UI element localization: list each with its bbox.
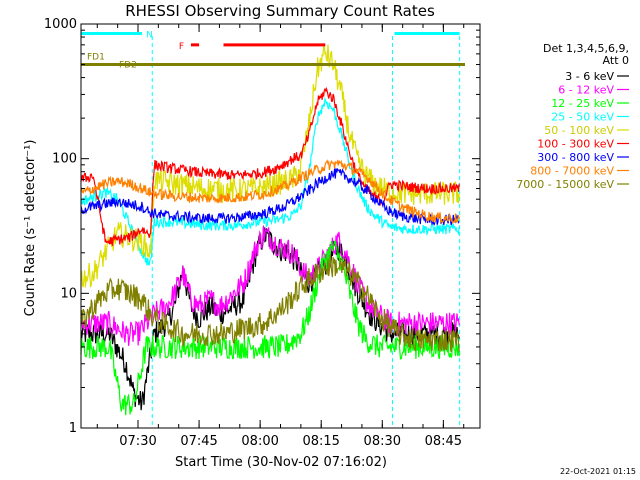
flare-label: F [179, 42, 184, 52]
series-line-9 [80, 254, 460, 353]
annotation-layer: N F FD1 FD2 [81, 31, 465, 71]
x-axis-label: Start Time (30-Nov-02 07:16:02) [175, 455, 387, 470]
series-layer [80, 44, 460, 416]
series-line-4 [80, 96, 460, 266]
y-tick-label-2: 10 [60, 286, 77, 301]
x-tick-label-1: 07:30 [119, 434, 156, 449]
legend-header-2: Att 0 [603, 54, 629, 67]
legend-header-1: Det 1,3,4,5,6,9, [543, 42, 629, 55]
night-label: N [146, 31, 153, 41]
plot-background [81, 24, 480, 428]
legend-entry-8: 800 - 7000 keV [530, 165, 614, 178]
legend-entry-9: 7000 - 15000 keV [516, 178, 614, 191]
series-line-1 [80, 224, 460, 411]
timestamp: 22-Oct-2021 01:15 [560, 467, 636, 476]
legend-entry-1: 3 - 6 keV [565, 70, 614, 83]
plot-area [81, 24, 480, 428]
axes: 1 10 100 1000 07:30 07:45 08:00 08:15 08:30 08:45 [44, 17, 481, 449]
series-line-6 [80, 86, 460, 246]
fd2-label: FD2 [119, 61, 137, 71]
x-tick-label-6: 08:45 [425, 434, 462, 449]
y-tick-label-1: 1 [69, 421, 77, 436]
legend-entry-2: 6 - 12 keV [558, 84, 614, 97]
legend-entry-4: 25 - 50 keV [551, 111, 614, 124]
x-tick-label-5: 08:30 [364, 434, 401, 449]
series-line-3 [80, 240, 460, 416]
fd1-label: FD1 [87, 53, 105, 63]
chart-title: RHESSI Observing Summary Count Rates [125, 2, 435, 20]
legend-entry-3: 12 - 25 keV [551, 97, 614, 110]
series-line-7 [80, 167, 460, 226]
legend-entry-5: 50 - 100 keV [544, 124, 614, 137]
x-tick-label-2: 07:45 [180, 434, 217, 449]
series-line-8 [80, 159, 460, 225]
y-tick-label-4: 1000 [44, 17, 77, 32]
x-tick-label-3: 08:00 [241, 434, 278, 449]
legend-entry-7: 300 - 800 keV [537, 151, 614, 164]
y-tick-label-3: 100 [52, 152, 77, 167]
y-axis-label: Count Rate (s⁻¹ detector⁻¹) [23, 140, 38, 317]
x-tick-label-4: 08:15 [302, 434, 339, 449]
legend-entry-6: 100 - 300 keV [537, 138, 614, 151]
